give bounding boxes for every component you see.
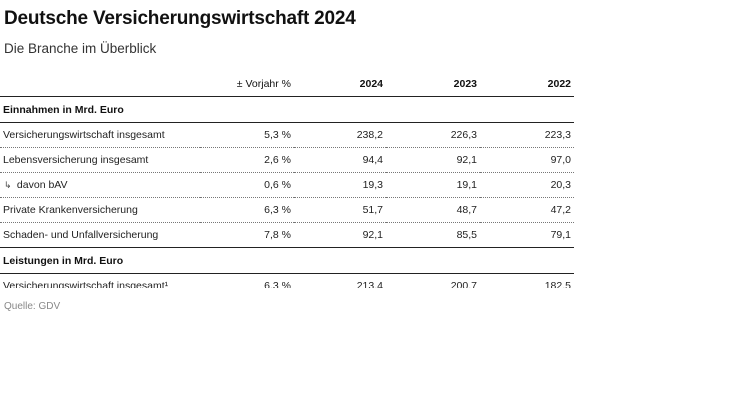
table-row: Schaden- und Unfallversicherung 7,8 % 92… [0, 222, 574, 248]
table-row: ↳ davon bAV 0,6 % 19,3 19,1 20,3 [0, 172, 574, 198]
table-row: Versicherungswirtschaft insgesamt¹ 6,3 %… [0, 273, 574, 288]
row-value-2024: 94,4 [294, 147, 386, 173]
table-row: Private Krankenversicherung 6,3 % 51,7 4… [0, 197, 574, 223]
row-value-2024: 19,3 [294, 172, 386, 198]
row-value-2022: 20,3 [480, 172, 574, 198]
data-table-container[interactable]: ± Vorjahr % 2024 2023 2022 Einnahmen in … [0, 72, 574, 288]
table-row: Lebensversicherung insgesamt 2,6 % 94,4 … [0, 147, 574, 173]
row-value-2023: 19,1 [386, 172, 480, 198]
column-header-2024: 2024 [294, 72, 386, 97]
row-label: Schaden- und Unfallversicherung [0, 222, 200, 248]
row-value-2024: 238,2 [294, 122, 386, 148]
row-change: 6,3 % [200, 273, 294, 288]
row-change: 5,3 % [200, 122, 294, 148]
row-value-2022: 97,0 [480, 147, 574, 173]
table-header-row: ± Vorjahr % 2024 2023 2022 [0, 72, 574, 97]
row-value-2022: 182,5 [480, 273, 574, 288]
page-subtitle: Die Branche im Überblick [4, 41, 157, 56]
row-value-2022: 79,1 [480, 222, 574, 248]
section-header-row: Leistungen in Mrd. Euro [0, 247, 574, 274]
source-note: Quelle: GDV [4, 301, 61, 312]
row-label-text: davon bAV [16, 179, 68, 191]
section-title: Leistungen in Mrd. Euro [0, 247, 574, 274]
section-title: Einnahmen in Mrd. Euro [0, 96, 574, 123]
section-header-row: Einnahmen in Mrd. Euro [0, 96, 574, 123]
page-title: Deutsche Versicherungswirtschaft 2024 [4, 8, 356, 29]
row-label: Lebensversicherung insgesamt [0, 147, 200, 173]
row-value-2024: 92,1 [294, 222, 386, 248]
sub-item-arrow-icon: ↳ [4, 180, 12, 190]
row-value-2024: 51,7 [294, 197, 386, 223]
row-value-2023: 226,3 [386, 122, 480, 148]
row-change: 7,8 % [200, 222, 294, 248]
row-value-2022: 223,3 [480, 122, 574, 148]
table-row: Versicherungswirtschaft insgesamt 5,3 % … [0, 122, 574, 148]
column-header-2023: 2023 [386, 72, 480, 97]
row-value-2023: 92,1 [386, 147, 480, 173]
row-value-2024: 213,4 [294, 273, 386, 288]
row-change: 6,3 % [200, 197, 294, 223]
row-change: 2,6 % [200, 147, 294, 173]
column-header-label [0, 72, 200, 97]
row-label-indented: ↳ davon bAV [0, 172, 200, 198]
row-value-2022: 47,2 [480, 197, 574, 223]
column-header-change: ± Vorjahr % [200, 72, 294, 97]
row-label: Private Krankenversicherung [0, 197, 200, 223]
data-table: ± Vorjahr % 2024 2023 2022 Einnahmen in … [0, 72, 574, 288]
row-label: Versicherungswirtschaft insgesamt [0, 122, 200, 148]
row-label: Versicherungswirtschaft insgesamt¹ [0, 273, 200, 288]
row-change: 0,6 % [200, 172, 294, 198]
row-value-2023: 48,7 [386, 197, 480, 223]
row-value-2023: 85,5 [386, 222, 480, 248]
column-header-2022: 2022 [480, 72, 574, 97]
row-value-2023: 200,7 [386, 273, 480, 288]
